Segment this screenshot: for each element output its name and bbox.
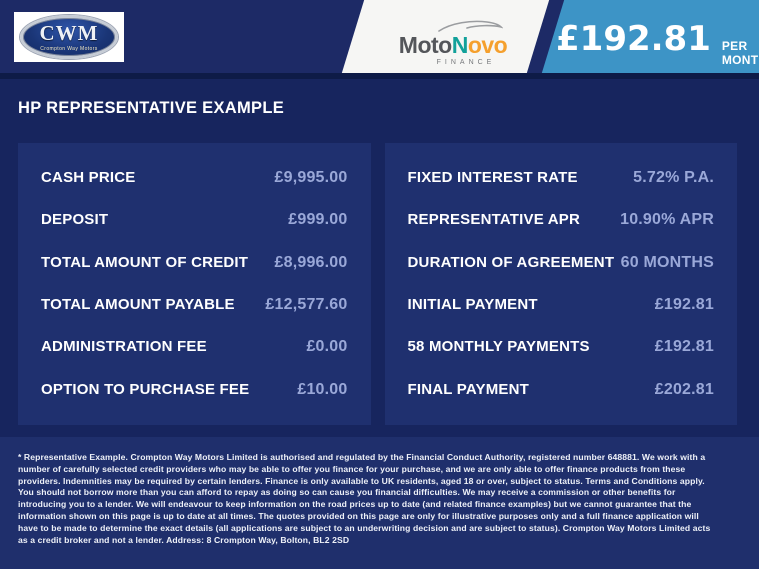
finance-row-label: TOTAL AMOUNT OF CREDIT [41,253,249,271]
finance-company-subtitle: FINANCE [436,59,496,66]
monthly-price: £192.81 PER MONTH* [556,0,759,73]
finance-row-label: OPTION TO PURCHASE FEE [41,380,250,398]
finance-row-value: £192.81 [654,338,714,356]
finance-row-label: FIXED INTEREST RATE [407,169,578,187]
dealer-logo-name: Crompton Way Motors [40,45,98,52]
finance-row-value: £8,996.00 [274,253,348,271]
dealer-logo-oval: CWM Crompton Way Motors [20,15,118,59]
finance-row-value: £192.81 [654,296,714,314]
wordmark-moto: Moto [398,32,452,58]
finance-row: TOTAL AMOUNT OF CREDIT £8,996.00 [41,254,348,272]
finance-row-value: £9,995.00 [274,169,348,187]
finance-row-value: £0.00 [306,338,348,356]
monthly-price-amount: £192.81 [556,19,711,59]
finance-row-label: INITIAL PAYMENT [407,296,538,314]
dealer-logo-abbr: CWM [39,20,99,45]
finance-row-value: £999.00 [288,211,348,229]
finance-row-label: REPRESENTATIVE APR [407,211,581,229]
finance-panels: CASH PRICE £9,995.00 DEPOSIT £999.00 TOT… [18,143,737,425]
finance-row-label: ADMINISTRATION FEE [41,338,207,356]
finance-row: FIXED INTEREST RATE 5.72% P.A. [408,169,715,187]
finance-row-value: £202.81 [654,380,714,398]
finance-row: ADMINISTRATION FEE £0.00 [41,338,348,356]
finance-row: CASH PRICE £9,995.00 [41,169,348,187]
finance-row-label: CASH PRICE [41,169,136,187]
finance-rows-right: FIXED INTEREST RATE 5.72% P.A. REPRESENT… [408,157,715,411]
finance-row-label: FINAL PAYMENT [407,380,530,398]
finance-row: OPTION TO PURCHASE FEE £10.00 [41,381,348,399]
legal-disclaimer: * Representative Example. Crompton Way M… [18,452,711,545]
finance-row-value: 60 MONTHS [620,253,714,271]
finance-rows-left: CASH PRICE £9,995.00 DEPOSIT £999.00 TOT… [41,157,348,411]
finance-row: INITIAL PAYMENT £192.81 [408,296,715,314]
finance-row-label: DEPOSIT [41,211,109,229]
finance-row-label: TOTAL AMOUNT PAYABLE [41,296,235,314]
finance-row: DEPOSIT £999.00 [41,211,348,229]
finance-row-value: 10.90% APR [620,211,714,229]
finance-row: REPRESENTATIVE APR 10.90% APR [408,211,715,229]
wordmark-ovo: ovo [467,32,508,58]
monthly-price-period: PER MONTH* [721,39,759,67]
finance-row-label: 58 MONTHLY PAYMENTS [407,338,590,356]
car-swoosh-icon [438,20,503,32]
finance-company-wordmark: MotoNovo [398,32,508,58]
finance-row: 58 MONTHLY PAYMENTS £192.81 [408,338,715,356]
finance-row-label: DURATION OF AGREEMENT [407,253,615,271]
header-banner: CWM Crompton Way Motors MotoNovo FINANCE… [0,0,759,73]
wordmark-n: N [451,32,469,58]
finance-company-logo: MotoNovo FINANCE [393,20,513,66]
finance-row: DURATION OF AGREEMENT 60 MONTHS [408,254,715,272]
finance-panel-left: CASH PRICE £9,995.00 DEPOSIT £999.00 TOT… [18,143,371,425]
finance-row: FINAL PAYMENT £202.81 [408,381,715,399]
finance-row-value: 5.72% P.A. [633,169,714,187]
finance-row-value: £10.00 [297,380,348,398]
dealer-logo: CWM Crompton Way Motors [14,12,124,62]
footer: * Representative Example. Crompton Way M… [0,437,759,569]
finance-panel-right: FIXED INTEREST RATE 5.72% P.A. REPRESENT… [384,143,737,425]
finance-row: TOTAL AMOUNT PAYABLE £12,577.60 [41,296,348,314]
page-title: HP REPRESENTATIVE EXAMPLE [18,99,285,117]
finance-row-value: £12,577.60 [265,296,348,314]
header-divider [0,73,759,79]
